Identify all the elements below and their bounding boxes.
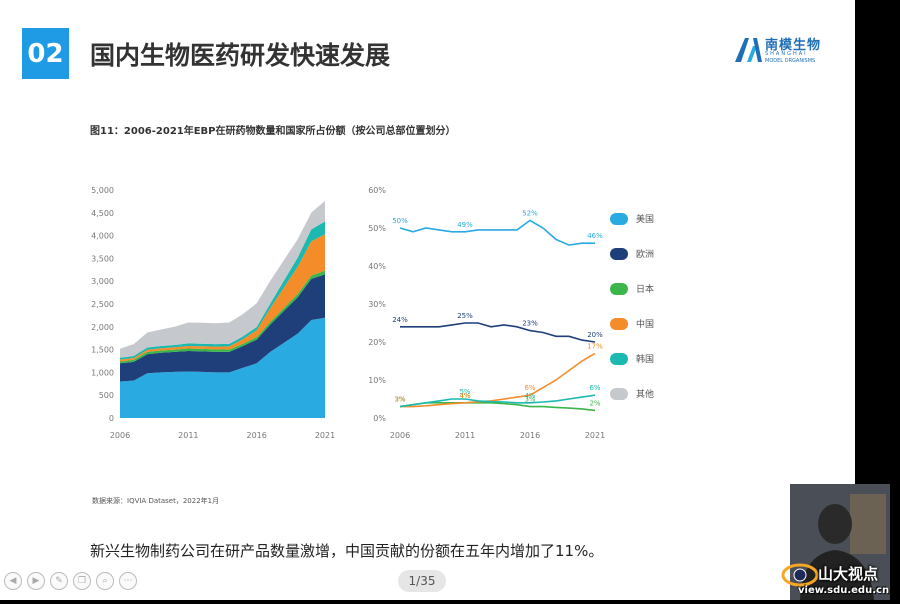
legend-item: 中国 — [610, 317, 654, 330]
x-tick-label: 2011 — [178, 431, 198, 440]
data-label: 3% — [394, 396, 405, 404]
legend-item: 欧洲 — [610, 247, 654, 260]
data-label: 52% — [522, 209, 538, 217]
x-tick-label: 2021 — [315, 431, 335, 440]
x-tick-label: 2021 — [585, 431, 605, 440]
data-label: 24% — [392, 316, 408, 324]
data-label: 6% — [524, 384, 535, 392]
more-icon[interactable]: ⋯ — [119, 572, 137, 590]
y-tick-label: 4,500 — [91, 209, 114, 218]
legend-item: 美国 — [610, 212, 654, 225]
data-label: 4% — [459, 392, 470, 400]
data-label: 5% — [459, 388, 470, 396]
legend-label: 美国 — [636, 215, 655, 225]
logo-mark-icon — [735, 38, 762, 62]
data-label: 46% — [587, 232, 603, 240]
y-tick-label: 0% — [373, 414, 386, 423]
line-series-韩国 — [399, 394, 596, 408]
logo-name-en-2: MODEL ORGANISMS — [765, 58, 816, 64]
watermark: 山大视点 view.sdu.edu.cn — [780, 535, 900, 600]
y-tick-label: 3,000 — [91, 277, 114, 286]
x-tick-label: 2011 — [455, 431, 475, 440]
y-tick-label: 5,000 — [91, 186, 114, 195]
legend-item: 其他 — [610, 387, 654, 400]
y-tick-label: 60% — [368, 186, 386, 195]
legend-swatch — [610, 247, 628, 260]
data-source: 数据来源：IQVIA Dataset，2022年1月 — [92, 497, 220, 505]
legend-label: 韩国 — [636, 355, 655, 365]
area-series-欧洲 — [120, 274, 325, 382]
x-tick-label: 2016 — [246, 431, 266, 440]
y-tick-label: 20% — [368, 338, 386, 347]
legend-swatch — [610, 317, 628, 330]
logo-name-cn: 南模生物 — [765, 38, 822, 53]
x-tick-label: 2006 — [390, 431, 410, 440]
line-series-美国 — [399, 219, 595, 246]
zoom-icon[interactable]: ⌕ — [96, 572, 114, 590]
eye-logo-icon — [781, 563, 819, 587]
data-label: 4% — [524, 392, 535, 400]
slide: 02 国内生物医药研发快速发展 南模生物 SHANGHAI MODEL ORGA… — [0, 0, 855, 600]
slide-title: 国内生物医药研发快速发展 — [90, 41, 391, 70]
y-tick-label: 4,000 — [91, 232, 114, 241]
webcam-video — [790, 484, 890, 600]
legend-label: 日本 — [636, 285, 655, 295]
y-tick-label: 2,000 — [91, 323, 114, 332]
data-label: 20% — [587, 331, 603, 339]
data-label: 23% — [522, 320, 538, 328]
data-label: 25% — [457, 312, 473, 320]
y-tick-label: 40% — [368, 262, 386, 271]
next-icon[interactable]: ▶ — [27, 572, 45, 590]
legend-label: 其他 — [636, 390, 655, 400]
y-tick-label: 500 — [99, 391, 114, 400]
y-tick-label: 1,500 — [91, 346, 114, 355]
logo-name-en-1: SHANGHAI — [765, 51, 808, 57]
section-badge: 02 — [22, 28, 69, 79]
legend-swatch — [610, 212, 628, 225]
y-tick-label: 10% — [368, 376, 386, 385]
data-label: 17% — [587, 342, 603, 350]
x-tick-label: 2006 — [110, 431, 130, 440]
line-series-欧洲 — [400, 322, 596, 343]
legend-swatch — [610, 387, 628, 400]
slide-caption: 新兴生物制药公司在研产品数量激增，中国贡献的份额在五年内增加了11%。 — [90, 542, 604, 560]
data-label: 6% — [589, 384, 600, 392]
line-chart: 0% 10% 20% 30% 40% 50% 60% 2006 2011 2016 2021 50% 4… — [368, 186, 605, 440]
data-label: 50% — [392, 217, 408, 225]
y-tick-label: 30% — [368, 300, 386, 309]
area-series-其他 — [120, 200, 325, 358]
data-label: 3% — [394, 396, 405, 404]
data-label: 2% — [589, 399, 600, 407]
watermark-url: view.sdu.edu.cn — [798, 585, 890, 596]
y-tick-label: 50% — [368, 224, 386, 233]
y-tick-label: 3,500 — [91, 254, 114, 263]
copy-icon[interactable]: ❐ — [73, 572, 91, 590]
data-label: 4% — [459, 392, 470, 400]
x-tick-label: 2016 — [520, 431, 540, 440]
legend-item: 日本 — [610, 282, 654, 295]
figure-title: 图11：2006-2021年EBP在研药物数量和国家所占份额（按公司总部位置划分… — [90, 126, 456, 137]
line-series-日本 — [399, 402, 596, 412]
legend-label: 欧洲 — [636, 250, 655, 260]
y-tick-label: 1,000 — [91, 368, 114, 377]
watermark-name: 山大视点 — [818, 565, 879, 583]
presentation-toolbar: ◀ ▶ ✎ ❐ ⌕ ⋯ — [4, 572, 137, 590]
pen-icon[interactable]: ✎ — [50, 572, 68, 590]
legend-swatch — [610, 352, 628, 365]
legend-label: 中国 — [636, 320, 655, 330]
y-tick-label: 2,500 — [91, 300, 114, 309]
line-series-中国 — [400, 352, 596, 408]
data-label: 3% — [524, 396, 535, 404]
prev-icon[interactable]: ◀ — [4, 572, 22, 590]
area-series-中国 — [120, 234, 325, 362]
data-label: 3% — [394, 396, 405, 404]
page-indicator[interactable]: 1/35 — [398, 570, 446, 592]
company-logo: 南模生物 SHANGHAI MODEL ORGANISMS — [733, 34, 843, 70]
legend-swatch — [610, 282, 628, 295]
stacked-area-chart: 0 500 1,000 1,500 2,000 2,500 3,000 3,500 4,000 4… — [91, 186, 335, 440]
area-series-美国 — [120, 317, 325, 418]
legend-item: 韩国 — [610, 352, 654, 365]
y-tick-label: 0 — [109, 414, 114, 423]
data-label: 49% — [457, 221, 473, 229]
